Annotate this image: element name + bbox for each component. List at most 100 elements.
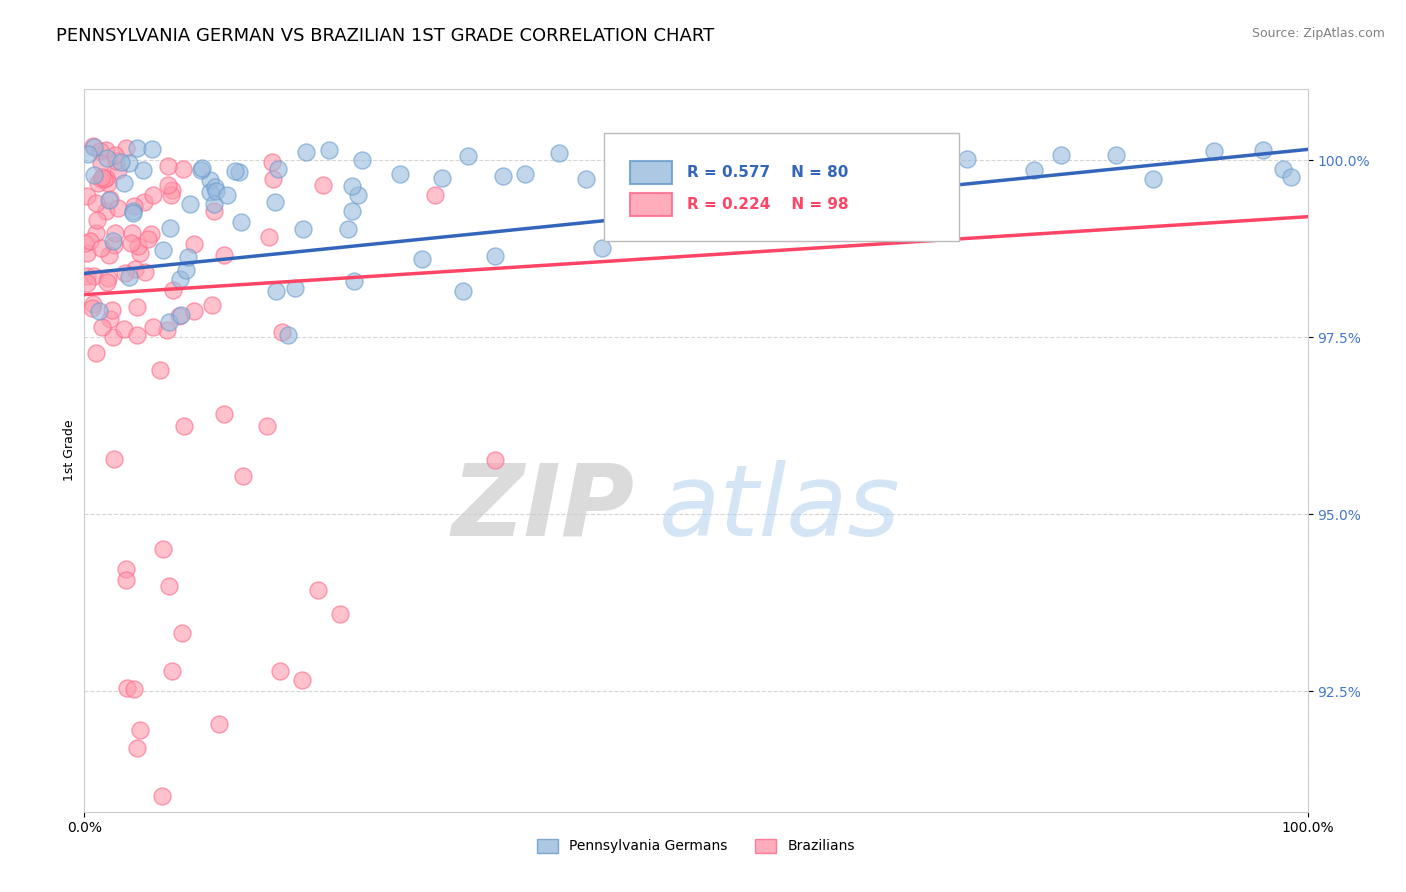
Point <box>484 249 506 263</box>
Point <box>208 716 231 731</box>
Point <box>269 664 291 678</box>
Point <box>457 149 479 163</box>
Point <box>80 301 103 315</box>
Point <box>76 276 98 290</box>
Point <box>824 152 846 166</box>
Point <box>90 156 112 170</box>
Point <box>84 226 107 240</box>
Point <box>83 168 105 182</box>
Y-axis label: 1st Grade: 1st Grade <box>63 419 76 482</box>
Point <box>84 346 107 360</box>
Point <box>76 189 98 203</box>
Point <box>96 171 118 186</box>
Text: R = 0.577    N = 80: R = 0.577 N = 80 <box>688 165 849 180</box>
Point <box>183 237 205 252</box>
Point <box>107 201 129 215</box>
Point <box>291 673 314 687</box>
Point <box>76 268 98 283</box>
Point <box>340 203 363 218</box>
Point <box>264 284 287 298</box>
Point <box>112 322 135 336</box>
Point <box>118 156 141 170</box>
Point <box>127 328 149 343</box>
Point <box>129 245 152 260</box>
Point <box>142 320 165 334</box>
Point <box>104 154 127 169</box>
Point <box>87 303 110 318</box>
Point <box>170 308 193 322</box>
Point <box>266 161 288 176</box>
Point <box>141 142 163 156</box>
Point <box>1202 144 1225 158</box>
Point <box>224 164 246 178</box>
Point <box>122 205 145 219</box>
Point <box>152 542 174 557</box>
Point <box>190 162 212 177</box>
Point <box>262 172 284 186</box>
Text: Source: ZipAtlas.com: Source: ZipAtlas.com <box>1251 27 1385 40</box>
Point <box>96 151 118 165</box>
Point <box>142 188 165 202</box>
Point <box>104 226 127 240</box>
Point <box>118 270 141 285</box>
Point <box>172 161 194 176</box>
Point <box>347 187 370 202</box>
Point <box>157 178 180 193</box>
Point <box>91 319 114 334</box>
Point <box>200 172 222 186</box>
Point <box>423 188 446 202</box>
Point <box>202 197 225 211</box>
Point <box>160 664 183 678</box>
Point <box>156 323 179 337</box>
Point <box>934 157 956 171</box>
Point <box>1022 163 1045 178</box>
Point <box>98 192 121 206</box>
Point <box>87 176 110 190</box>
Point <box>82 138 104 153</box>
Point <box>1279 170 1302 185</box>
Point <box>101 234 124 248</box>
Point <box>75 236 97 251</box>
Point <box>83 268 105 283</box>
Text: PENNSYLVANIA GERMAN VS BRAZILIAN 1ST GRADE CORRELATION CHART: PENNSYLVANIA GERMAN VS BRAZILIAN 1ST GRA… <box>56 27 714 45</box>
Point <box>214 248 236 262</box>
Point <box>124 262 146 277</box>
Point <box>139 227 162 241</box>
Point <box>96 275 118 289</box>
Point <box>122 204 145 219</box>
Point <box>169 272 191 286</box>
Point <box>228 164 250 178</box>
Point <box>170 626 193 640</box>
Point <box>1104 148 1126 162</box>
Point <box>229 215 252 229</box>
Point <box>128 723 150 737</box>
Point <box>114 266 136 280</box>
Point <box>337 221 360 235</box>
Point <box>295 145 318 159</box>
FancyBboxPatch shape <box>605 133 959 241</box>
Point <box>90 172 112 186</box>
Point <box>162 284 184 298</box>
Legend: Pennsylvania Germans, Brazilians: Pennsylvania Germans, Brazilians <box>531 833 860 859</box>
Point <box>430 171 453 186</box>
Point <box>839 171 862 186</box>
Point <box>232 468 254 483</box>
Point <box>86 212 108 227</box>
Point <box>1049 148 1071 162</box>
Point <box>79 234 101 248</box>
FancyBboxPatch shape <box>630 193 672 216</box>
Point <box>132 194 155 209</box>
Point <box>202 204 225 219</box>
Point <box>122 199 145 213</box>
Point <box>513 167 536 181</box>
Point <box>103 238 125 252</box>
Point <box>259 230 281 244</box>
Point <box>100 303 122 318</box>
Point <box>93 172 115 186</box>
Point <box>389 167 412 181</box>
Point <box>96 143 118 157</box>
Point <box>484 452 506 467</box>
Point <box>150 789 173 803</box>
Point <box>1251 143 1274 157</box>
Point <box>956 152 979 166</box>
